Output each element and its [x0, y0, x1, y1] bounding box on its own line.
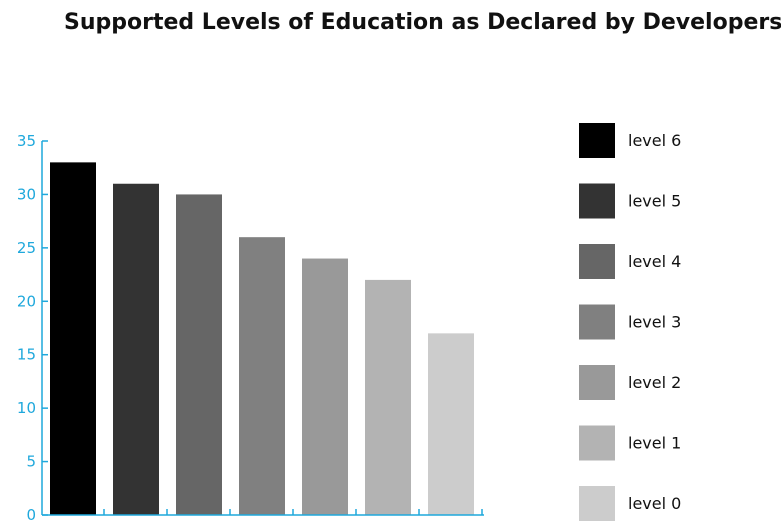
chart-title: Supported Levels of Education as Declare… — [64, 10, 781, 35]
y-tick-label: 20 — [17, 292, 36, 310]
legend-swatch — [579, 365, 615, 400]
legend-label: level 4 — [628, 252, 681, 271]
y-axis: 0 5 10 15 20 25 30 35 — [17, 132, 48, 521]
bar-level-2 — [302, 258, 348, 515]
y-tick-label: 25 — [17, 239, 36, 257]
y-tick-label: 5 — [26, 453, 36, 471]
legend-swatch — [579, 183, 615, 219]
y-tick-label: 10 — [17, 399, 36, 417]
x-axis — [42, 509, 484, 516]
legend-swatch — [579, 123, 615, 158]
legend-swatch — [579, 304, 615, 340]
bars-group — [50, 162, 474, 515]
bar-level-3 — [239, 237, 285, 515]
legend-label: level 1 — [628, 434, 681, 453]
legend-label: level 0 — [628, 494, 681, 513]
bar-level-1 — [365, 279, 411, 515]
bar-level-0 — [428, 333, 474, 515]
legend-swatch — [579, 486, 615, 521]
legend-swatch — [579, 244, 615, 279]
y-tick-label: 30 — [17, 185, 36, 203]
bar-level-5 — [113, 183, 159, 515]
y-tick-label: 15 — [17, 346, 36, 364]
y-tick-label: 0 — [26, 506, 36, 521]
legend-label: level 6 — [628, 131, 681, 150]
bar-level-6 — [50, 162, 96, 515]
legend-label: level 5 — [628, 192, 681, 211]
bar-level-4 — [176, 194, 222, 515]
legend-label: level 3 — [628, 313, 681, 332]
legend-swatch — [579, 425, 615, 461]
legend-label: level 2 — [628, 373, 681, 392]
legend: level 6 level 5 level 4 level 3 level 2 level… — [579, 123, 681, 521]
y-tick-label: 35 — [17, 132, 36, 150]
